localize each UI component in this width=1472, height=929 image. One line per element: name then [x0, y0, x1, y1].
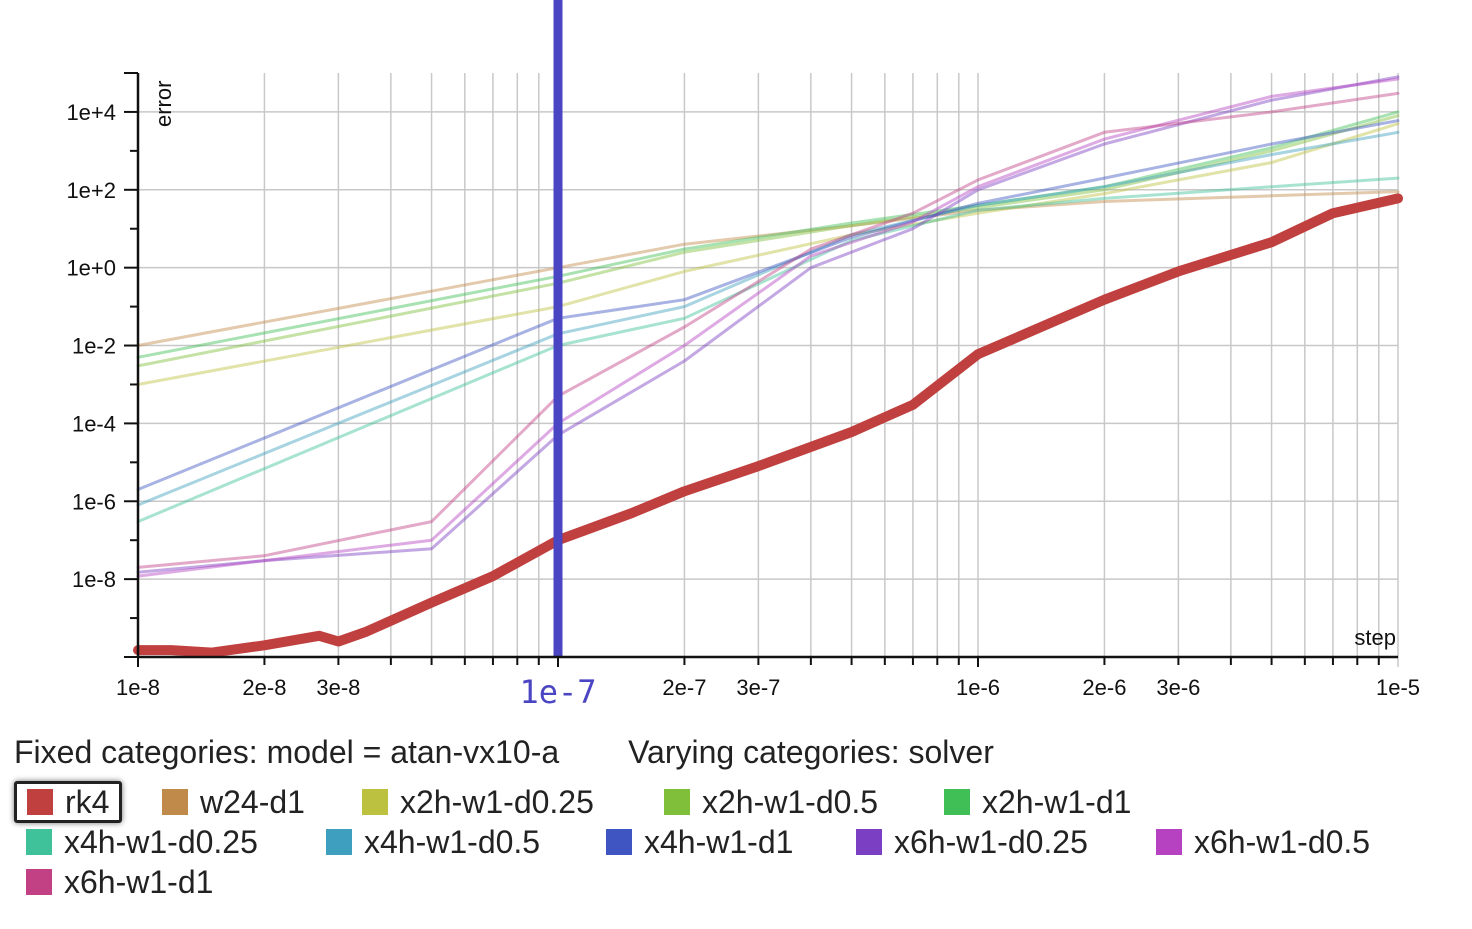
legend-swatch: [944, 789, 970, 815]
x-tick-label: 2e-8: [242, 675, 286, 700]
legend-item-rk4[interactable]: rk4: [14, 781, 123, 823]
legend-item-x4h-w1-d1[interactable]: x4h-w1-d1: [606, 824, 793, 860]
fixed-categories: Fixed categories: model = atan-vx10-a: [14, 734, 560, 770]
series-line-x4h-w1-d0.25: [136, 176, 1400, 524]
y-tick-label: 1e-2: [72, 334, 116, 359]
legend-item-x2h-w1-d0.5[interactable]: x2h-w1-d0.5: [664, 784, 878, 820]
y-tick-label: 1e+4: [66, 100, 116, 125]
legend-swatch: [27, 789, 53, 815]
legend-swatch: [26, 869, 52, 895]
legend-label: x2h-w1-d1: [982, 783, 1132, 820]
legend-swatch: [664, 789, 690, 815]
legend-item-x6h-w1-d0.5[interactable]: x6h-w1-d0.5: [1156, 824, 1370, 860]
legend-item-x2h-w1-d1[interactable]: x2h-w1-d1: [944, 784, 1131, 820]
legend-item-x4h-w1-d0.25[interactable]: x4h-w1-d0.25: [26, 824, 258, 860]
legend-label: x2h-w1-d0.5: [702, 783, 879, 820]
legend-item-x6h-w1-d1[interactable]: x6h-w1-d1: [26, 864, 213, 900]
legend-swatch: [856, 829, 882, 855]
x-tick-label: 2e-7: [662, 675, 706, 700]
legend-swatch: [26, 829, 52, 855]
x-tick-label: 2e-6: [1082, 675, 1126, 700]
legend-item-x4h-w1-d0.5[interactable]: x4h-w1-d0.5: [326, 824, 540, 860]
legend-item-x2h-w1-d0.25[interactable]: x2h-w1-d0.25: [362, 784, 594, 820]
series-line-x4h-w1-d0.5: [136, 130, 1400, 507]
legend-swatch: [606, 829, 632, 855]
legend-label: x2h-w1-d0.25: [400, 783, 594, 820]
legend-label: rk4: [65, 783, 110, 820]
x-tick-label: 3e-7: [736, 675, 780, 700]
legend-swatch: [362, 789, 388, 815]
legend-item-x6h-w1-d0.25[interactable]: x6h-w1-d0.25: [856, 824, 1088, 860]
grid: [137, 73, 1399, 667]
x-tick-label: 1e-5: [1376, 675, 1420, 700]
legend-label: x6h-w1-d0.25: [894, 823, 1088, 860]
legend-swatch: [162, 789, 188, 815]
legend-item-w24-d1[interactable]: w24-d1: [162, 784, 305, 820]
series-line-w24-d1: [136, 190, 1400, 347]
x-tick-label: 3e-8: [316, 675, 360, 700]
series-line-rk4: [133, 193, 1403, 658]
series-line-x2h-w1-d0.25: [136, 122, 1400, 386]
series-line-x4h-w1-d1: [136, 119, 1400, 491]
series-lines: [133, 75, 1403, 658]
legend-label: x6h-w1-d0.5: [1194, 823, 1371, 860]
legend-swatch: [326, 829, 352, 855]
y-axis-label: error: [151, 81, 176, 127]
y-tick-label: 1e-4: [72, 411, 116, 436]
cursor-label: 1e-7: [519, 673, 596, 711]
error-vs-step-chart: 1e-8 2e-8 3e-8 2e-7 3e-7 1e-6 2e-6 3e-6 1e-5 1e+4…: [66, 0, 1420, 711]
series-line-x2h-w1-d0.5: [136, 114, 1400, 368]
x-axis-label: step: [1354, 625, 1396, 650]
series-line-x6h-w1-d1: [136, 91, 1400, 569]
legend-label: x6h-w1-d1: [64, 863, 214, 900]
x-tick-label: 1e-8: [116, 675, 160, 700]
varying-categories: Varying categories: solver: [628, 734, 994, 770]
legend-label: w24-d1: [200, 783, 305, 820]
axes: 1e-8 2e-8 3e-8 2e-7 3e-7 1e-6 2e-6 3e-6 1e-5 1e+4…: [66, 72, 1420, 700]
legend-swatch: [1156, 829, 1182, 855]
legend-label: x4h-w1-d0.5: [364, 823, 541, 860]
x-tick-label: 3e-6: [1156, 675, 1200, 700]
y-tick-label: 1e-8: [72, 567, 116, 592]
series-line-x6h-w1-d0.25: [136, 75, 1400, 574]
x-tick-label: 1e-6: [956, 675, 1000, 700]
category-info: Fixed categories: model = atan-vx10-a Va…: [14, 734, 1054, 771]
legend-label: x4h-w1-d1: [644, 823, 794, 860]
series-line-x6h-w1-d0.5: [136, 77, 1400, 578]
y-tick-label: 1e+0: [66, 256, 116, 281]
y-tick-label: 1e+2: [66, 178, 116, 203]
y-tick-label: 1e-6: [72, 489, 116, 514]
series-line-x2h-w1-d1: [136, 110, 1400, 359]
legend-label: x4h-w1-d0.25: [64, 823, 258, 860]
